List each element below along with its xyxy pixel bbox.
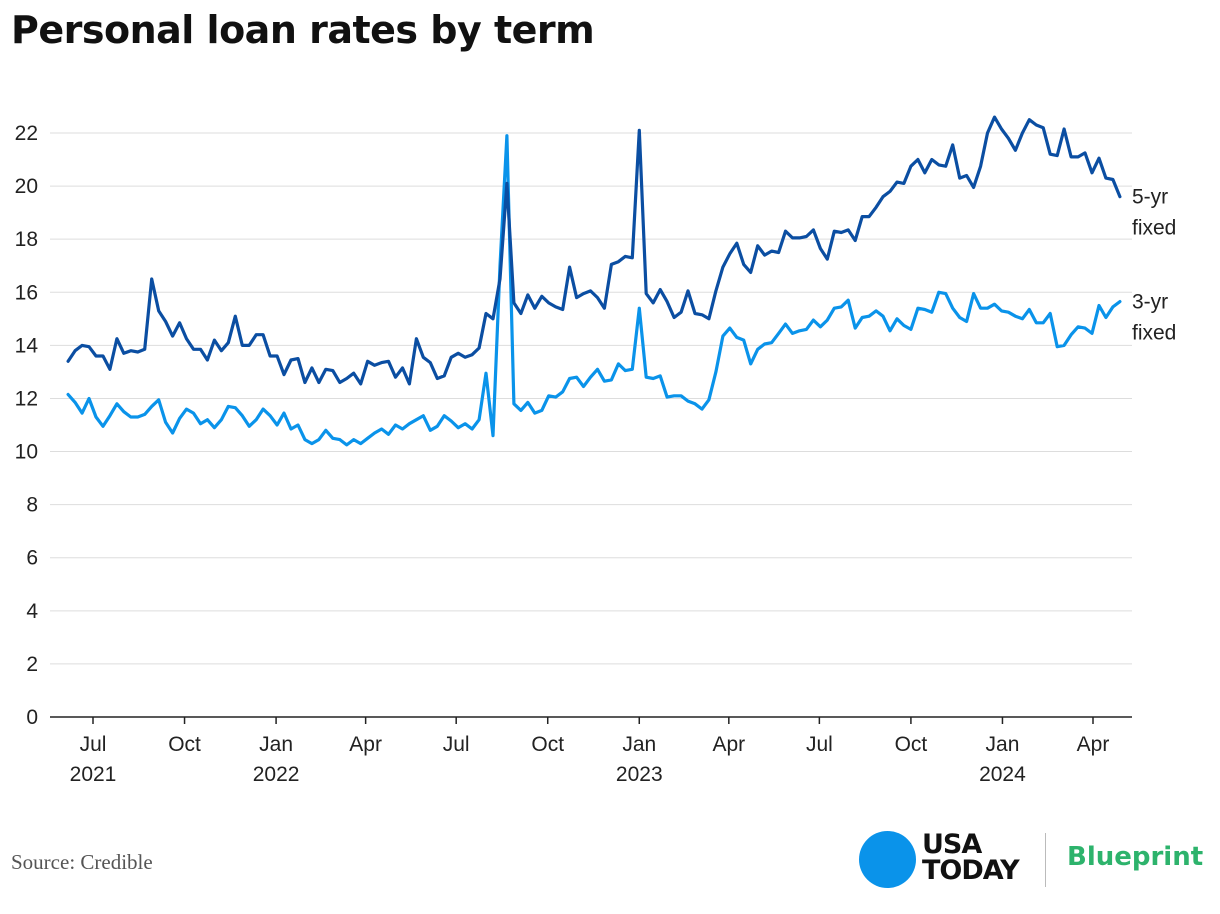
x-tick-label-4: Jul xyxy=(443,733,470,756)
y-tick-label-2: 2 xyxy=(26,653,38,676)
chart-title: Personal loan rates by term xyxy=(11,8,595,52)
x-tick-label-11: Apr xyxy=(1077,733,1110,756)
series-line-3yr xyxy=(66,134,1122,447)
usa-today-logo-text: USA TODAY xyxy=(922,829,1020,886)
series-lines xyxy=(66,115,1122,447)
x-tick-label-10: Jan xyxy=(986,733,1020,756)
series-label-3yr-line1: 3-yr xyxy=(1132,291,1168,314)
x-tick-year-0: 2021 xyxy=(70,763,117,786)
series-label-3yr-line2: fixed xyxy=(1132,322,1176,345)
x-tick-label-9: Oct xyxy=(895,733,928,756)
series-label-5yr-line1: 5-yr xyxy=(1132,186,1168,209)
blueprint-logo: Blueprint xyxy=(1067,842,1204,872)
source-note: Source: Credible xyxy=(11,850,153,874)
y-tick-label-6: 6 xyxy=(26,547,38,570)
series-labels: 5-yr fixed 3-yr fixed xyxy=(1132,186,1176,345)
series-label-5yr-line2: fixed xyxy=(1132,217,1176,240)
x-tick-year-10: 2024 xyxy=(979,763,1026,786)
x-tick-label-1: Oct xyxy=(168,733,201,756)
x-tick-label-6: Jan xyxy=(622,733,656,756)
x-tick-label-5: Oct xyxy=(531,733,564,756)
y-tick-label-14: 14 xyxy=(15,334,39,357)
y-tick-label-20: 20 xyxy=(15,175,38,198)
usa-today-line2: TODAY xyxy=(922,855,1020,886)
x-tick-label-3: Apr xyxy=(349,733,382,756)
x-tick-year-6: 2023 xyxy=(616,763,663,786)
x-tick-label-8: Jul xyxy=(806,733,833,756)
series-line-5yr xyxy=(66,115,1122,386)
y-tick-label-22: 22 xyxy=(15,122,38,145)
usa-today-logo-circle xyxy=(859,831,916,888)
gridlines xyxy=(50,132,1132,665)
usa-today-line1: USA xyxy=(922,829,982,860)
y-tick-label-8: 8 xyxy=(26,494,38,517)
logo-divider xyxy=(1045,833,1046,887)
y-axis: 0 2 4 6 8 10 12 14 16 18 20 22 xyxy=(15,122,39,729)
y-tick-label-16: 16 xyxy=(15,281,38,304)
x-tick-year-2: 2022 xyxy=(253,763,300,786)
y-tick-label-0: 0 xyxy=(26,706,38,729)
y-tick-label-10: 10 xyxy=(15,441,38,464)
y-tick-label-12: 12 xyxy=(15,387,38,410)
x-tick-label-7: Apr xyxy=(712,733,745,756)
y-tick-label-18: 18 xyxy=(15,228,38,251)
y-tick-label-4: 4 xyxy=(26,600,38,623)
x-tick-label-0: Jul xyxy=(80,733,107,756)
x-axis: Jul 2021 Oct Jan 2022 Apr Jul Oct Jan 2023 Apr Jul O… xyxy=(50,716,1132,786)
x-tick-label-2: Jan xyxy=(259,733,293,756)
